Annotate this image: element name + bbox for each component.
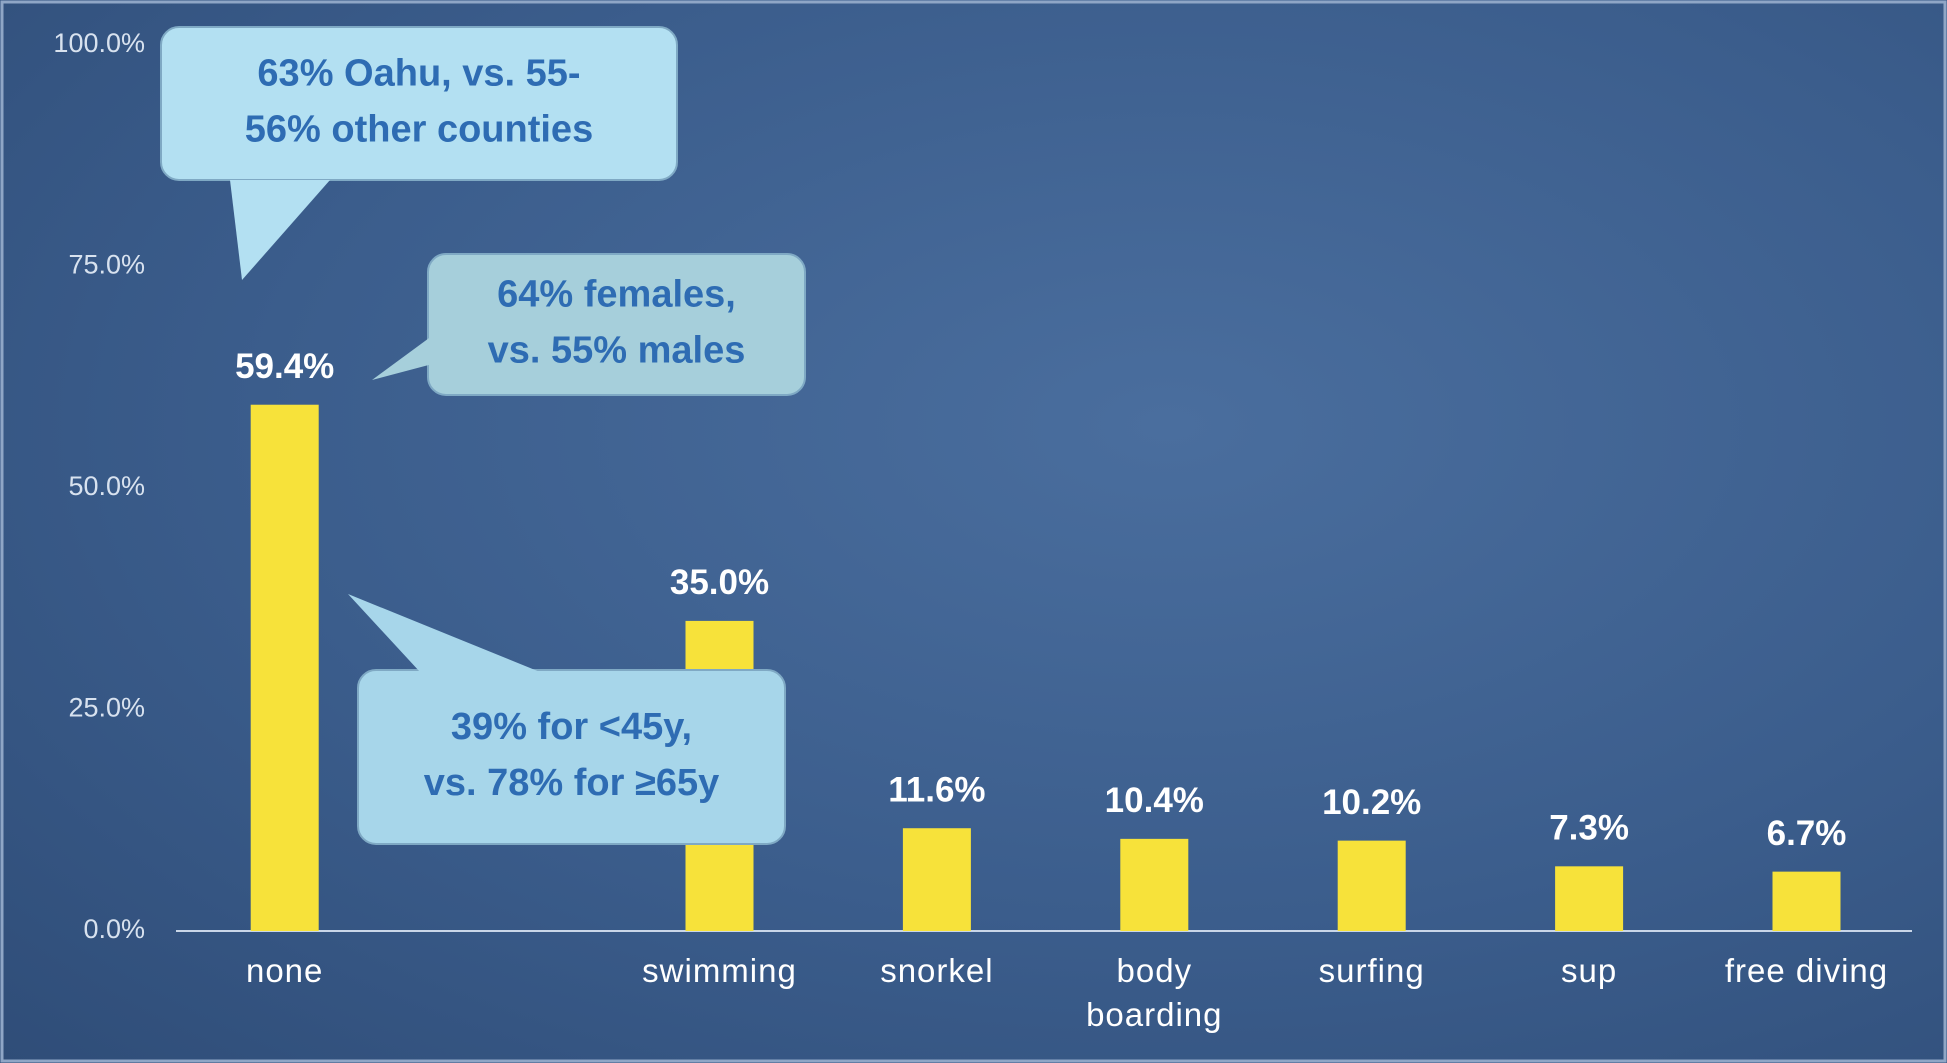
bar <box>1772 871 1841 931</box>
value-label: 10.2% <box>1322 783 1421 822</box>
y-tick-label: 0.0% <box>83 914 145 944</box>
y-tick-label: 75.0% <box>68 250 145 280</box>
x-tick-label: sup <box>1560 952 1618 989</box>
callout-text: 39% for <45y, <box>451 706 692 748</box>
callout-tail <box>348 594 540 672</box>
callout-text: 63% Oahu, vs. 55- <box>257 53 580 95</box>
value-label: 11.6% <box>888 770 985 809</box>
bar <box>1337 840 1406 931</box>
value-label: 6.7% <box>1767 814 1847 853</box>
value-label: 35.0% <box>670 563 769 602</box>
bar <box>1555 866 1624 931</box>
callout-text: vs. 55% males <box>488 330 746 372</box>
callout-text: 64% females, <box>497 274 736 316</box>
x-tick-label: body boarding <box>1086 952 1223 1033</box>
value-label: 10.4% <box>1105 781 1204 820</box>
callout-text: vs. 78% for ≥65y <box>424 762 719 804</box>
bar <box>1120 838 1189 931</box>
callout-box <box>357 669 786 845</box>
callout-tail <box>230 180 330 280</box>
value-label: 7.3% <box>1549 809 1629 848</box>
x-tick-label: none <box>245 952 324 989</box>
bar <box>902 828 971 931</box>
x-tick-label: free diving <box>1724 952 1889 989</box>
value-label: 59.4% <box>235 347 334 386</box>
y-tick-label: 25.0% <box>68 693 145 723</box>
callout-text: 56% other counties <box>245 109 593 151</box>
callout-tail <box>372 330 440 380</box>
callout-box <box>427 253 806 396</box>
x-tick-label: surfing <box>1318 952 1425 989</box>
y-tick-label: 50.0% <box>68 471 145 501</box>
y-tick-label: 100.0% <box>53 28 145 58</box>
x-tick-label: snorkel <box>880 952 994 989</box>
bar <box>250 404 319 931</box>
callout-box <box>160 26 678 181</box>
x-tick-label: swimming <box>642 952 797 989</box>
